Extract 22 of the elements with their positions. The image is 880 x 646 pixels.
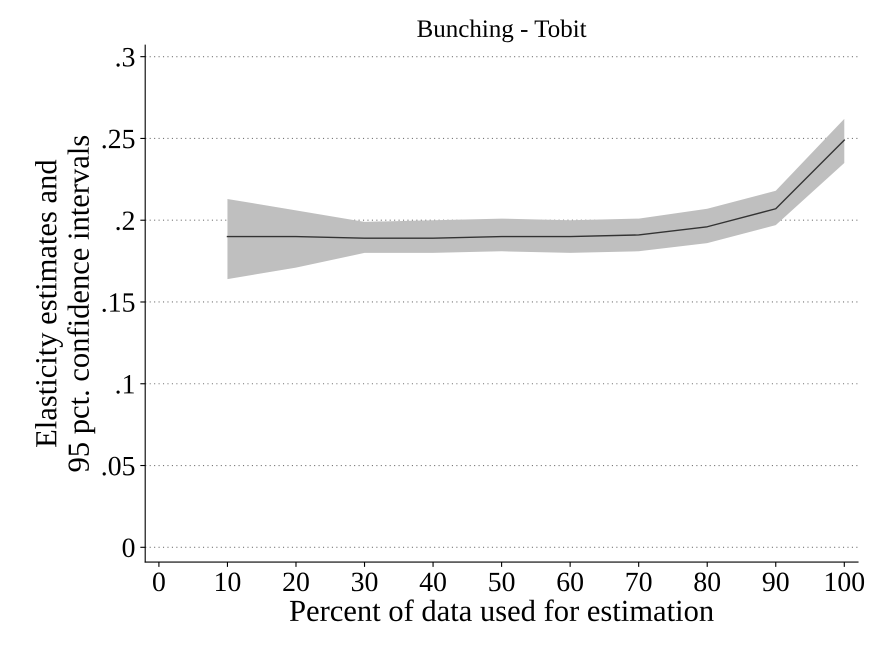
x-tick-label: 70 (626, 572, 652, 592)
x-tick-label: 30 (352, 572, 378, 592)
x-tick-label: 0 (153, 572, 165, 592)
x-tick-label: 20 (283, 572, 309, 592)
chart-title: Bunching - Tobit (417, 20, 586, 42)
y-tick-label: .1 (116, 375, 134, 394)
x-tick-label: 10 (216, 572, 240, 592)
y-tick-label: .05 (102, 456, 134, 476)
y-tick-label: .25 (102, 130, 134, 148)
y-tick-label: 0 (122, 538, 134, 558)
x-tick-label: 50 (489, 572, 514, 592)
y-tick-label: .2 (116, 211, 134, 230)
x-tick-label: 100 (826, 572, 864, 592)
y-tick-label: .15 (102, 293, 134, 312)
x-tick-label: 90 (762, 572, 789, 592)
line-series (226, 139, 845, 239)
y-axis-title: Elasticity estimates and 95 pct. confidence intervals (35, 136, 96, 472)
x-tick-label: 80 (694, 572, 720, 592)
x-axis-title: Percent of data used for estimation (290, 599, 714, 622)
x-tick-label: 40 (420, 572, 446, 592)
y-tick-label: .3 (116, 48, 134, 67)
x-tick-label: 60 (557, 572, 583, 592)
